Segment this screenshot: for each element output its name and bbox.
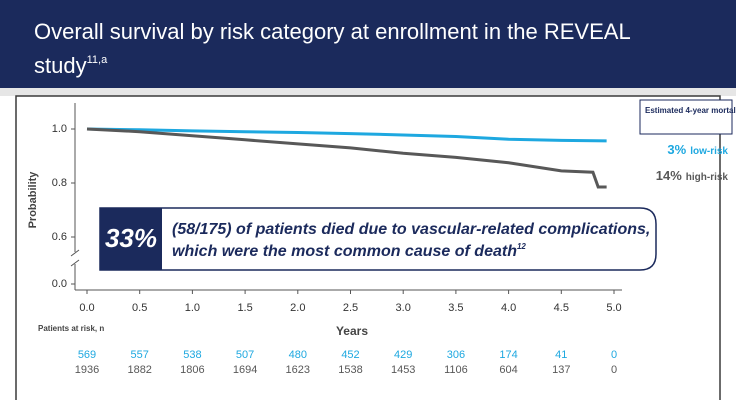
- at-risk-count: 1106: [444, 364, 468, 376]
- at-risk-count: 1806: [180, 364, 204, 376]
- legend-name: low-risk: [690, 146, 728, 157]
- at-risk-count: 1453: [391, 364, 415, 376]
- at-risk-count: 480: [289, 349, 307, 361]
- x-tick-label: 1.0: [185, 302, 200, 314]
- at-risk-count: 1623: [286, 364, 310, 376]
- survival-line: [86, 127, 607, 189]
- axis-break: [70, 259, 80, 267]
- at-risk-count: 1936: [75, 364, 99, 376]
- title: Overall survival by risk category at enr…: [34, 19, 630, 78]
- x-tick-label: 1.5: [237, 302, 252, 314]
- at-risk-count: 538: [183, 349, 201, 361]
- legend-entry: 14% high-risk: [656, 168, 729, 183]
- title-sup: 11,a: [86, 54, 108, 66]
- x-tick-label: 3.0: [396, 302, 411, 314]
- at-risk-count: 1694: [233, 364, 257, 376]
- y-tick-label: 1.0: [52, 123, 67, 135]
- x-axis-label: Years: [336, 324, 368, 338]
- callout-stat: 33%: [105, 223, 157, 253]
- at-risk-count: 137: [552, 364, 570, 376]
- at-risk-count: 1882: [127, 364, 151, 376]
- x-tick-label: 0.5: [132, 302, 147, 314]
- legend-rate: 3%: [667, 142, 686, 157]
- legend-title: Estimated 4-year mortality rateb: [645, 106, 736, 116]
- at-risk-count: 557: [131, 349, 149, 361]
- at-risk-count: 452: [341, 349, 359, 361]
- x-tick-label: 0.0: [79, 302, 94, 314]
- y-tick-label: 0.6: [52, 231, 67, 243]
- legend-rate: 14%: [656, 168, 682, 183]
- callout-stat-bg: [100, 208, 162, 270]
- at-risk-count: 429: [394, 349, 412, 361]
- header: Overall survival by risk category at enr…: [0, 0, 736, 88]
- at-risk-count: 0: [611, 364, 617, 376]
- y-axis-label: Probability: [27, 171, 39, 229]
- x-tick-label: 4.0: [501, 302, 516, 314]
- legend-entry: 3% low-risk: [667, 142, 728, 157]
- axis-break: [70, 249, 80, 257]
- callout-line: which were the most common cause of deat…: [172, 242, 526, 260]
- callout-box: [99, 207, 657, 271]
- at-risk-label: Patients at risk, n: [38, 324, 104, 333]
- y-tick-label: 0.0: [52, 278, 67, 290]
- at-risk-count: 41: [555, 349, 567, 361]
- legend-name: high-risk: [686, 172, 729, 183]
- y-tick-label: 0.8: [52, 177, 67, 189]
- at-risk-count: 174: [499, 349, 517, 361]
- callout-line: (58/175) of patients died due to vascula…: [172, 221, 650, 238]
- at-risk-count: 1538: [338, 364, 362, 376]
- x-tick-label: 3.5: [448, 302, 463, 314]
- at-risk-count: 507: [236, 349, 254, 361]
- at-risk-count: 0: [611, 349, 617, 361]
- x-tick-label: 5.0: [606, 302, 621, 314]
- at-risk-count: 604: [499, 364, 517, 376]
- legend-box: [639, 99, 733, 135]
- at-risk-count: 569: [78, 349, 96, 361]
- survival-line: [86, 127, 607, 143]
- x-tick-label: 4.5: [554, 302, 569, 314]
- at-risk-count: 306: [447, 349, 465, 361]
- x-tick-label: 2.0: [290, 302, 305, 314]
- x-tick-label: 2.5: [343, 302, 358, 314]
- band: [0, 88, 736, 96]
